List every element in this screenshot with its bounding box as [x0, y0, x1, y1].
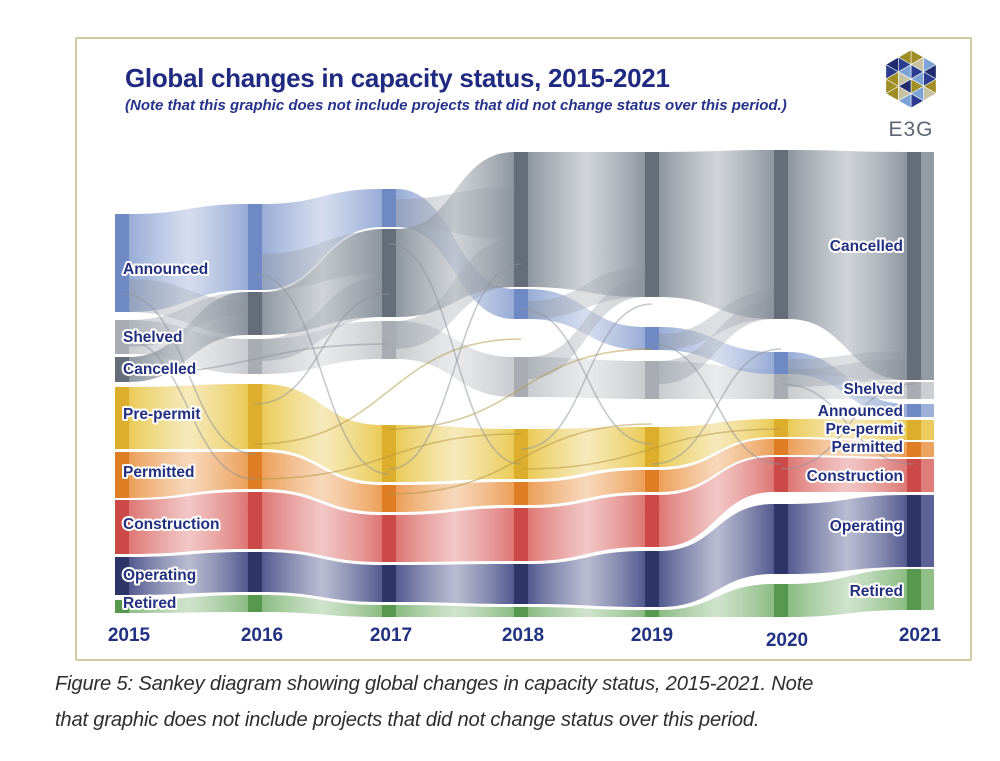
e3g-logo-text: E3G [888, 118, 934, 141]
svg-text:Cancelled: Cancelled [830, 238, 903, 255]
figure-caption: Figure 5: Sankey diagram showing global … [55, 666, 927, 739]
svg-text:2017: 2017 [370, 625, 412, 646]
svg-text:2015: 2015 [108, 625, 151, 646]
svg-text:Announced: Announced [818, 403, 903, 420]
svg-text:2018: 2018 [502, 625, 544, 646]
chart-title: Global changes in capacity status, 2015-… [125, 63, 670, 93]
svg-text:Retired: Retired [123, 595, 176, 612]
svg-text:Operating: Operating [830, 518, 903, 535]
e3g-logo: E3G [878, 47, 944, 142]
svg-text:Pre-permit: Pre-permit [825, 421, 903, 438]
svg-text:Announced: Announced [123, 261, 208, 278]
svg-text:Operating: Operating [123, 567, 196, 584]
figure-caption-line2: that graphic does not include projects t… [55, 708, 760, 732]
svg-text:Shelved: Shelved [123, 329, 182, 346]
figure-caption-line1: Figure 5: Sankey diagram showing global … [55, 672, 814, 695]
svg-text:Cancelled: Cancelled [123, 361, 196, 378]
svg-text:Permitted: Permitted [123, 464, 195, 481]
svg-text:Construction: Construction [123, 516, 219, 533]
svg-text:Retired: Retired [850, 583, 903, 600]
svg-text:Shelved: Shelved [844, 381, 903, 398]
chart-panel: Global changes in capacity status, 2015-… [75, 37, 972, 661]
svg-text:2021: 2021 [899, 625, 942, 646]
chart-subtitle: (Note that this graphic does not include… [125, 97, 787, 114]
sankey-diagram: AnnouncedShelvedCancelledPre-permitPermi… [106, 144, 943, 653]
svg-text:2016: 2016 [241, 625, 283, 646]
svg-text:Permitted: Permitted [832, 439, 904, 456]
e3g-hexagon-icon [885, 49, 937, 109]
svg-text:Pre-permit: Pre-permit [123, 406, 201, 423]
svg-text:Construction: Construction [807, 468, 903, 485]
svg-text:2020: 2020 [766, 630, 808, 651]
svg-text:2019: 2019 [631, 625, 673, 646]
